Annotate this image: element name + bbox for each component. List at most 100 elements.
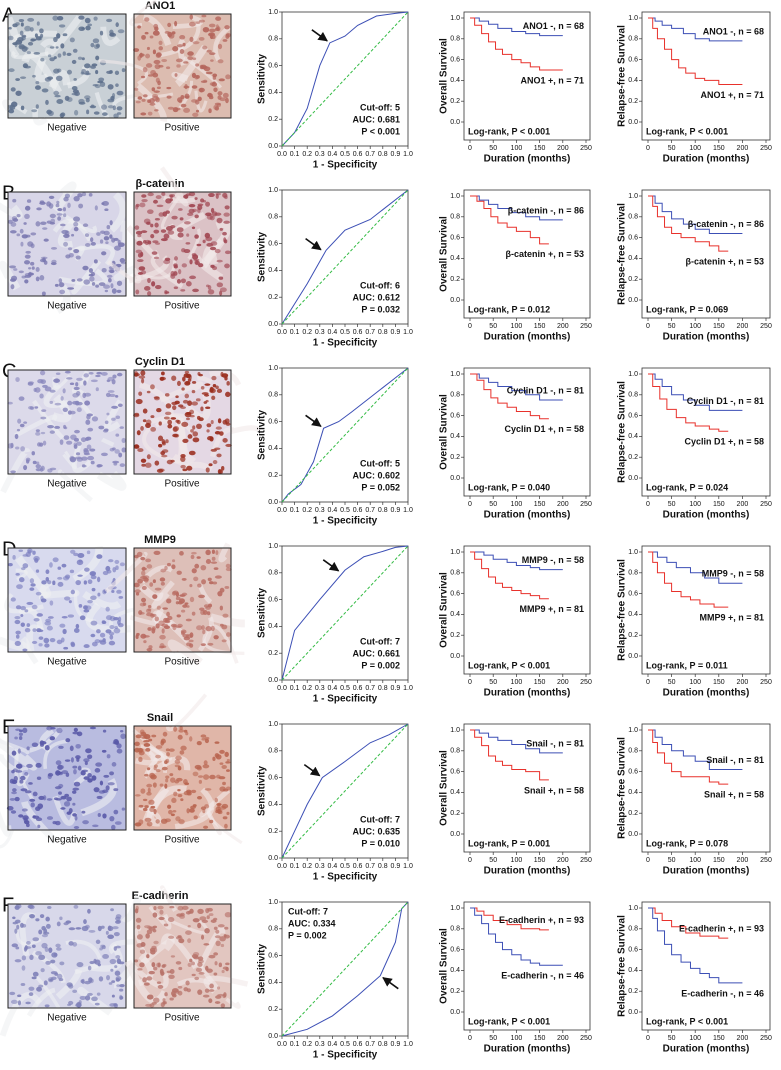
cell-nucleus (192, 431, 199, 437)
cell-nucleus (167, 917, 175, 923)
cell-nucleus (87, 579, 93, 585)
cell-nucleus (37, 824, 41, 829)
cell-nucleus (115, 83, 119, 87)
cell-nucleus (222, 613, 229, 618)
cell-nucleus (86, 550, 91, 555)
survival-curve (470, 551, 563, 571)
cell-nucleus (64, 370, 71, 374)
y-axis-label: Sensitivity (257, 232, 268, 282)
cell-nucleus (205, 236, 213, 242)
cell-nucleus (46, 625, 53, 631)
cell-nucleus (143, 635, 150, 638)
y-tick-label: 1.0 (450, 371, 460, 378)
x-axis-label: 1 - Specificity (313, 338, 378, 349)
cell-nucleus (189, 36, 194, 43)
annotation: Log-rank, P = 0.040 (468, 482, 550, 492)
cell-nucleus (49, 600, 54, 606)
cell-nucleus (207, 603, 213, 608)
cell-nucleus (190, 789, 197, 794)
cell-nucleus (75, 927, 82, 930)
x-tick-label: 250 (760, 145, 772, 152)
cell-nucleus (28, 914, 36, 919)
cell-nucleus (147, 291, 152, 296)
x-tick-label: 200 (737, 857, 749, 864)
cell-nucleus (34, 406, 39, 409)
cell-nucleus (205, 406, 211, 410)
cell-nucleus (22, 648, 28, 652)
cell-nucleus (178, 966, 183, 971)
cell-nucleus (55, 75, 63, 82)
cell-nucleus (218, 776, 226, 780)
cell-nucleus (44, 77, 52, 82)
cell-nucleus (24, 254, 31, 259)
cell-nucleus (225, 391, 231, 398)
cell-nucleus (102, 729, 107, 733)
survival-curve (470, 551, 549, 600)
y-tick-label: 0.4 (268, 801, 278, 808)
x-tick-label: 0.8 (378, 1041, 388, 1048)
y-axis-label: Overall Survival (439, 394, 450, 470)
cell-nucleus (110, 968, 114, 972)
cell-nucleus (169, 997, 174, 1001)
cell-nucleus (163, 416, 170, 420)
cell-nucleus (164, 818, 171, 823)
cell-nucleus (70, 589, 75, 595)
cell-nucleus (133, 48, 140, 53)
cell-nucleus (146, 791, 152, 796)
cell-nucleus (46, 109, 52, 115)
roc-curve (281, 189, 409, 325)
cell-nucleus (195, 109, 200, 113)
cell-nucleus (21, 35, 26, 41)
cell-nucleus (83, 279, 91, 285)
cell-nucleus (204, 736, 210, 740)
cell-nucleus (18, 735, 23, 740)
cell-nucleus (85, 437, 90, 441)
cell-nucleus (100, 371, 108, 376)
annotation: P < 0.001 (361, 126, 400, 136)
cell-nucleus (202, 45, 208, 50)
cell-nucleus (207, 577, 212, 582)
cutoff-arrow (303, 763, 321, 777)
cell-nucleus (149, 98, 155, 104)
cell-nucleus (149, 35, 154, 39)
cell-nucleus (162, 998, 166, 1002)
cell-nucleus (164, 411, 172, 416)
cell-nucleus (22, 727, 28, 734)
cell-nucleus (141, 597, 147, 603)
cell-nucleus (64, 596, 71, 601)
x-tick-label: 200 (557, 145, 569, 152)
cell-nucleus (189, 958, 193, 963)
stroma (100, 26, 121, 47)
cell-nucleus (146, 976, 153, 981)
cell-nucleus (181, 609, 186, 613)
cell-nucleus (39, 393, 44, 399)
cell-nucleus (115, 415, 121, 419)
y-tick-label: 0.4 (628, 77, 638, 84)
x-axis-label: 1 - Specificity (313, 516, 378, 527)
cell-nucleus (134, 412, 140, 417)
cell-nucleus (134, 372, 138, 377)
cell-nucleus (56, 921, 61, 927)
y-axis-label: Sensitivity (257, 410, 268, 460)
annotation: Log-rank, P = 0.001 (468, 838, 550, 848)
ihc-image (132, 693, 243, 845)
cell-nucleus (215, 929, 220, 934)
cell-nucleus (109, 624, 115, 630)
cell-nucleus (35, 951, 42, 956)
cell-nucleus (77, 574, 83, 577)
cell-nucleus (224, 823, 228, 829)
stroma (140, 937, 175, 966)
cell-nucleus (181, 578, 187, 581)
image-label: Positive (164, 657, 199, 668)
cell-nucleus (87, 992, 93, 996)
cell-nucleus (165, 226, 173, 231)
series-label: Snail +, n = 58 (704, 789, 764, 799)
cell-nucleus (220, 943, 225, 948)
cell-nucleus (181, 263, 187, 268)
cell-nucleus (84, 233, 90, 237)
cell-nucleus (99, 239, 104, 244)
cell-nucleus (179, 35, 186, 40)
y-tick-label: 1.0 (628, 727, 638, 734)
cell-nucleus (18, 270, 24, 274)
cell-nucleus (9, 797, 16, 801)
